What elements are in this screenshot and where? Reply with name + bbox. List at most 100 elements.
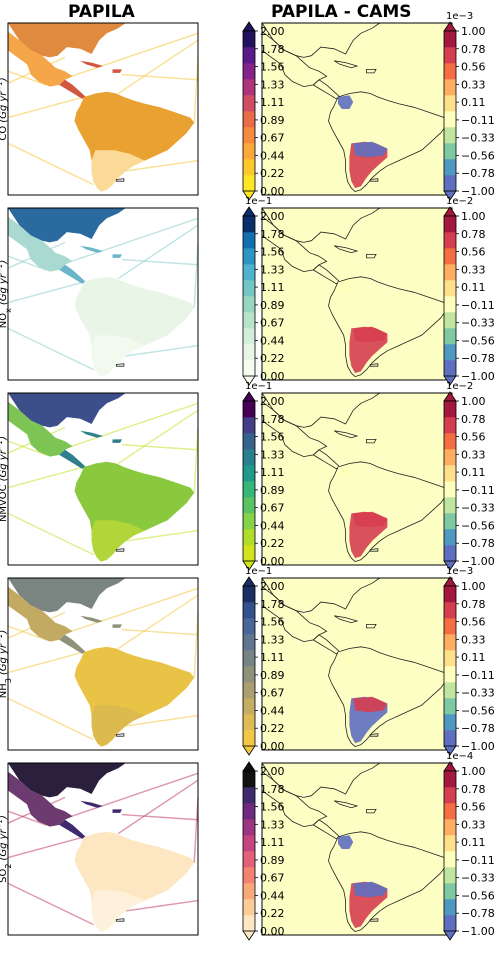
colorbar-right-tick-label: 1.00	[461, 765, 486, 778]
island-hispaniola	[112, 439, 122, 443]
shipping-lane	[7, 810, 47, 826]
island-falklands	[115, 178, 125, 182]
colorbar-left-frame	[242, 770, 256, 932]
colorbar-right-segment	[444, 344, 456, 361]
colorbar-right-segment	[444, 328, 456, 345]
colorbar-left-tick-label: 0.89	[260, 114, 285, 127]
row-units-close: )	[0, 260, 9, 265]
region-central-america	[59, 264, 86, 284]
colorbar-left-tick-label: 1.78	[260, 413, 285, 426]
colorbar-left-segment	[243, 819, 255, 836]
coastline-cuba	[333, 245, 359, 254]
colorbar-right-segment	[444, 280, 456, 297]
colorbar-left-tick-label: 1.33	[260, 263, 285, 276]
colorbar-right-tick-label: −0.78	[461, 167, 495, 180]
colorbar-right-tick-label: 0.78	[461, 228, 486, 241]
colorbar-left-segment	[243, 417, 255, 434]
colorbar-right-segment	[444, 449, 456, 466]
colorbar-left-segment	[243, 111, 255, 128]
map-row-0: 0.00 0.22 0.44 0.67 0.89 1.11 1.33 1.56 1.78 2.00…	[0, 11, 495, 201]
row-units-close: )	[0, 436, 9, 441]
region-southern-cone	[91, 150, 145, 192]
colorbar-left-tick-label: 0.22	[260, 722, 285, 735]
colorbar-right-segment	[444, 730, 456, 747]
coastline-mexico	[261, 215, 328, 273]
colorbar-left-segment	[243, 915, 255, 932]
colorbar-right-exponent: 1e−4	[446, 751, 473, 762]
region-southern-cone	[91, 520, 145, 562]
island-hispaniola	[112, 624, 122, 628]
colorbar-right-segment	[444, 771, 456, 788]
colorbar-left-segment	[243, 529, 255, 546]
row-units-close: )	[0, 77, 9, 82]
colorbar-right-tick-label: 0.33	[461, 818, 486, 831]
row-units-exponent: −1	[0, 264, 4, 274]
colorbar-left-tick-label: 0.00	[260, 185, 285, 198]
island-falklands	[115, 548, 125, 552]
colorbar-left-segment	[243, 95, 255, 112]
shipping-lane	[7, 70, 47, 86]
colorbar-left-segment	[243, 79, 255, 96]
column-title-right: PAPILA - CAMS	[271, 2, 412, 22]
shipping-lane	[7, 512, 94, 556]
colorbar-left-segment	[243, 433, 255, 450]
island-hispaniola	[112, 809, 122, 813]
region-mexico	[8, 586, 73, 642]
colorbar-left-tick-label: 0.00	[260, 370, 285, 383]
region-north-america	[8, 393, 126, 428]
coastline-southAmerica	[328, 831, 449, 933]
colorbar-right-tick-label: 0.56	[461, 616, 486, 629]
region-southern-cone	[91, 890, 145, 932]
colorbar-left-extend-max	[242, 761, 256, 772]
colorbar-right-segment	[444, 682, 456, 699]
shipping-lane	[121, 813, 199, 821]
region-mexico	[8, 216, 73, 272]
colorbar-right-tick-label: 1.00	[461, 395, 486, 408]
colorbar-right-tick-label: −0.11	[461, 854, 495, 867]
coastline-southAmerica	[328, 461, 449, 563]
diff-argentina-north	[353, 141, 388, 158]
coastline-mexico	[261, 770, 328, 828]
colorbar-left-tick-label: 1.11	[260, 651, 285, 664]
map-frame	[7, 392, 199, 566]
coastline-mexico	[261, 30, 328, 88]
colorbar-left-tick-label: 1.11	[260, 281, 285, 294]
colorbar-right-tick-label: 1.00	[461, 210, 486, 223]
row-units: (Gg yr	[0, 828, 9, 860]
colorbar-right-tick-label: −0.78	[461, 352, 495, 365]
colorbar-right-segment	[444, 545, 456, 562]
row-units: (Gg yr	[0, 91, 9, 123]
colorbar-right-segment	[444, 618, 456, 635]
shipping-lane	[7, 440, 47, 456]
row-species: NMVOC	[0, 484, 9, 522]
colorbar-right-segment	[444, 787, 456, 804]
shipping-lane	[121, 628, 199, 636]
colorbar-right-frame	[443, 585, 457, 747]
colorbar-left-exponent: 1e−1	[245, 566, 272, 577]
colorbar-left-tick-label: 0.22	[260, 352, 285, 365]
colorbar-right-segment	[444, 31, 456, 48]
colorbar-left-tick-label: 0.89	[260, 299, 285, 312]
colorbar-right-tick-label: 0.11	[461, 836, 486, 849]
shipping-lane	[193, 797, 199, 863]
island-falklands	[115, 363, 125, 367]
coastline-cuba	[333, 800, 359, 809]
colorbar-right-tick-label: −0.56	[461, 149, 495, 162]
colorbar-right-tick-label: 1.00	[461, 580, 486, 593]
colorbar-right-segment	[444, 714, 456, 731]
map-frame	[7, 762, 199, 936]
map-row-2: 0.00 0.22 0.44 0.67 0.89 1.11 1.33 1.56 1.78 2.00…	[0, 381, 495, 571]
colorbar-right-exponent: 1e−3	[446, 11, 473, 22]
coastline-southAmerica	[328, 276, 449, 378]
row-units: (Gg yr	[0, 643, 9, 675]
coastline-mexico	[261, 585, 328, 643]
colorbar-left-tick-label: 2.00	[260, 765, 285, 778]
diff-argentina-north	[353, 881, 388, 898]
colorbar-left-segment	[243, 513, 255, 530]
shipping-lane	[7, 625, 47, 641]
island-cuba	[80, 60, 103, 68]
row-units-exponent: −1	[0, 819, 4, 829]
row-units: (Gg yr	[0, 449, 9, 481]
shipping-lane	[193, 57, 199, 123]
colorbar-left-tick-label: 0.00	[260, 925, 285, 938]
